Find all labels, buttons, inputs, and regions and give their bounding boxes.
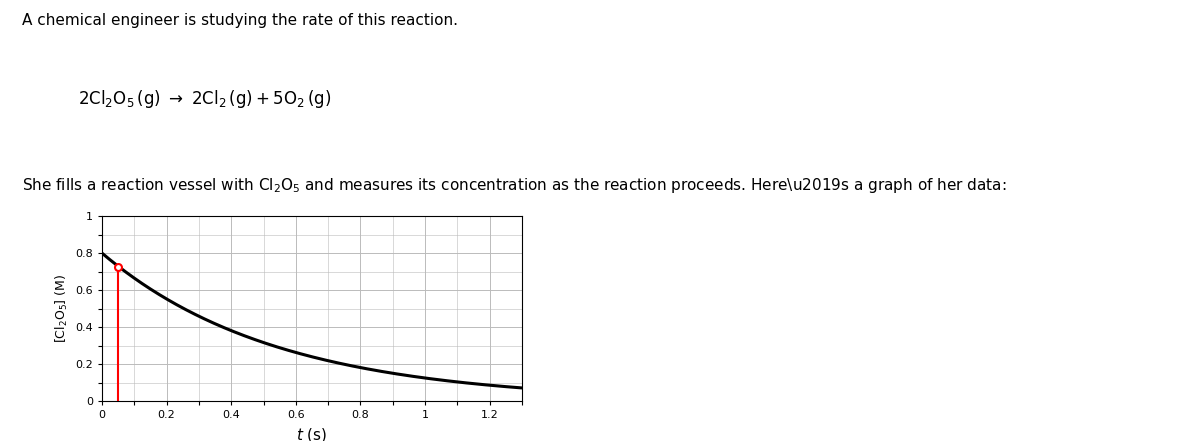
Y-axis label: $[\mathregular{Cl_2O_5}]\ \mathregular{(M)}$: $[\mathregular{Cl_2O_5}]\ \mathregular{(… bbox=[54, 274, 70, 344]
Text: $\mathregular{2Cl_2O_5\,(g)}$ $\rightarrow$ $\mathregular{2Cl_2\,(g) + 5O_2\,(g): $\mathregular{2Cl_2O_5\,(g)}$ $\rightarr… bbox=[78, 88, 331, 110]
X-axis label: $\it{t}$ (s): $\it{t}$ (s) bbox=[296, 426, 328, 441]
Text: She fills a reaction vessel with $\mathregular{Cl_2O_5}$ and measures its concen: She fills a reaction vessel with $\mathr… bbox=[22, 176, 1006, 195]
Text: A chemical engineer is studying the rate of this reaction.: A chemical engineer is studying the rate… bbox=[22, 13, 457, 28]
